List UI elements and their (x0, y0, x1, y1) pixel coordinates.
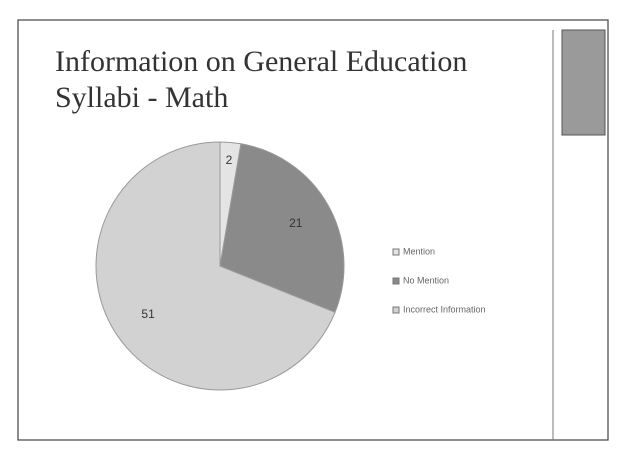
pie-slice (95, 141, 336, 391)
legend-label: No Mention (403, 275, 449, 285)
pie-slice (219, 143, 345, 313)
legend-label: Incorrect Information (403, 304, 486, 314)
data-label: 51 (141, 307, 155, 321)
slide-border (17, 19, 609, 441)
legend-swatch (392, 248, 400, 256)
chart-title: Information on General Education Syllabi… (55, 45, 468, 114)
pie (95, 141, 345, 391)
legend-label: Mention (403, 246, 435, 256)
data-label: 21 (289, 216, 303, 230)
legend-swatch (392, 277, 400, 285)
decor-block (561, 29, 606, 136)
data-label: 2 (226, 153, 233, 167)
legend-swatch (392, 306, 400, 314)
